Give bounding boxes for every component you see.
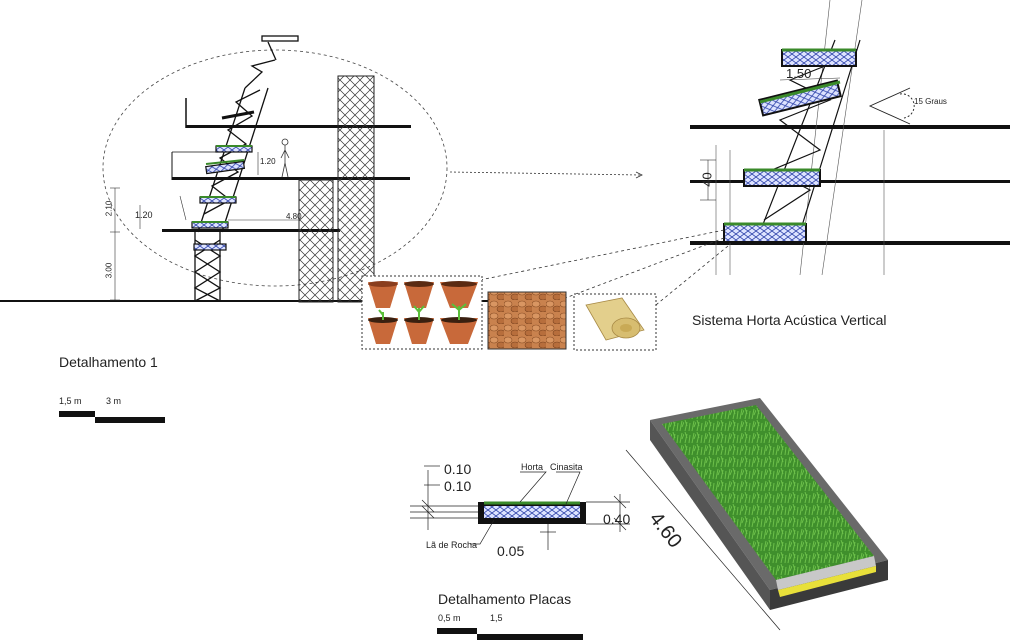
dim-4-80: 4.80 bbox=[286, 212, 302, 221]
rock-wool-roll-icon bbox=[585, 297, 645, 341]
angle-label: 15 Graus bbox=[914, 97, 947, 106]
system-title: Sistema Horta Acústica Vertical bbox=[692, 312, 887, 328]
dim-1-20-mid: 1.20 bbox=[260, 157, 276, 166]
dim-1-50: 1.50 bbox=[786, 66, 812, 81]
detail-1-title: Detalhamento 1 bbox=[59, 354, 158, 370]
dim-1-20-left: 1.20 bbox=[135, 210, 153, 220]
label-horta: Horta bbox=[521, 462, 544, 472]
dim-0-10-bottom: 0.10 bbox=[444, 478, 472, 494]
vertical-garden-system-zoom bbox=[690, 0, 1010, 276]
material-connectors bbox=[479, 229, 729, 319]
label-cinasita: Cinasita bbox=[550, 462, 583, 472]
dim-2-10: 2.10 bbox=[104, 200, 114, 217]
connector-line bbox=[449, 171, 641, 176]
angle-icon bbox=[868, 87, 915, 125]
dim-40: 40 bbox=[699, 172, 715, 187]
dim-0-10-top: 0.10 bbox=[444, 461, 472, 477]
scale-1-label-a: 1,5 m bbox=[59, 396, 82, 406]
expanded-clay-icon bbox=[487, 291, 567, 350]
terracotta-pots-icon bbox=[368, 281, 478, 344]
label-la-de-rocha: Lã de Rocha bbox=[426, 540, 478, 550]
scale-1-label-b: 3 m bbox=[106, 396, 122, 406]
dim-3-00: 3.00 bbox=[104, 262, 114, 279]
scale-bar-1 bbox=[59, 411, 165, 423]
plate-detail bbox=[410, 398, 888, 631]
plates-title: Detalhamento Placas bbox=[438, 591, 572, 607]
scale-2-label-a: 0,5 m bbox=[438, 613, 461, 623]
section-detail-1 bbox=[0, 35, 488, 303]
human-figure-icon bbox=[280, 138, 290, 178]
material-photos bbox=[361, 275, 657, 351]
dim-0-40: 0.40 bbox=[603, 511, 631, 527]
scale-2-label-b: 1,5 bbox=[490, 613, 503, 623]
dim-0-05: 0.05 bbox=[497, 543, 525, 559]
planter-box-3d bbox=[650, 398, 888, 610]
scale-bar-2 bbox=[437, 628, 583, 640]
